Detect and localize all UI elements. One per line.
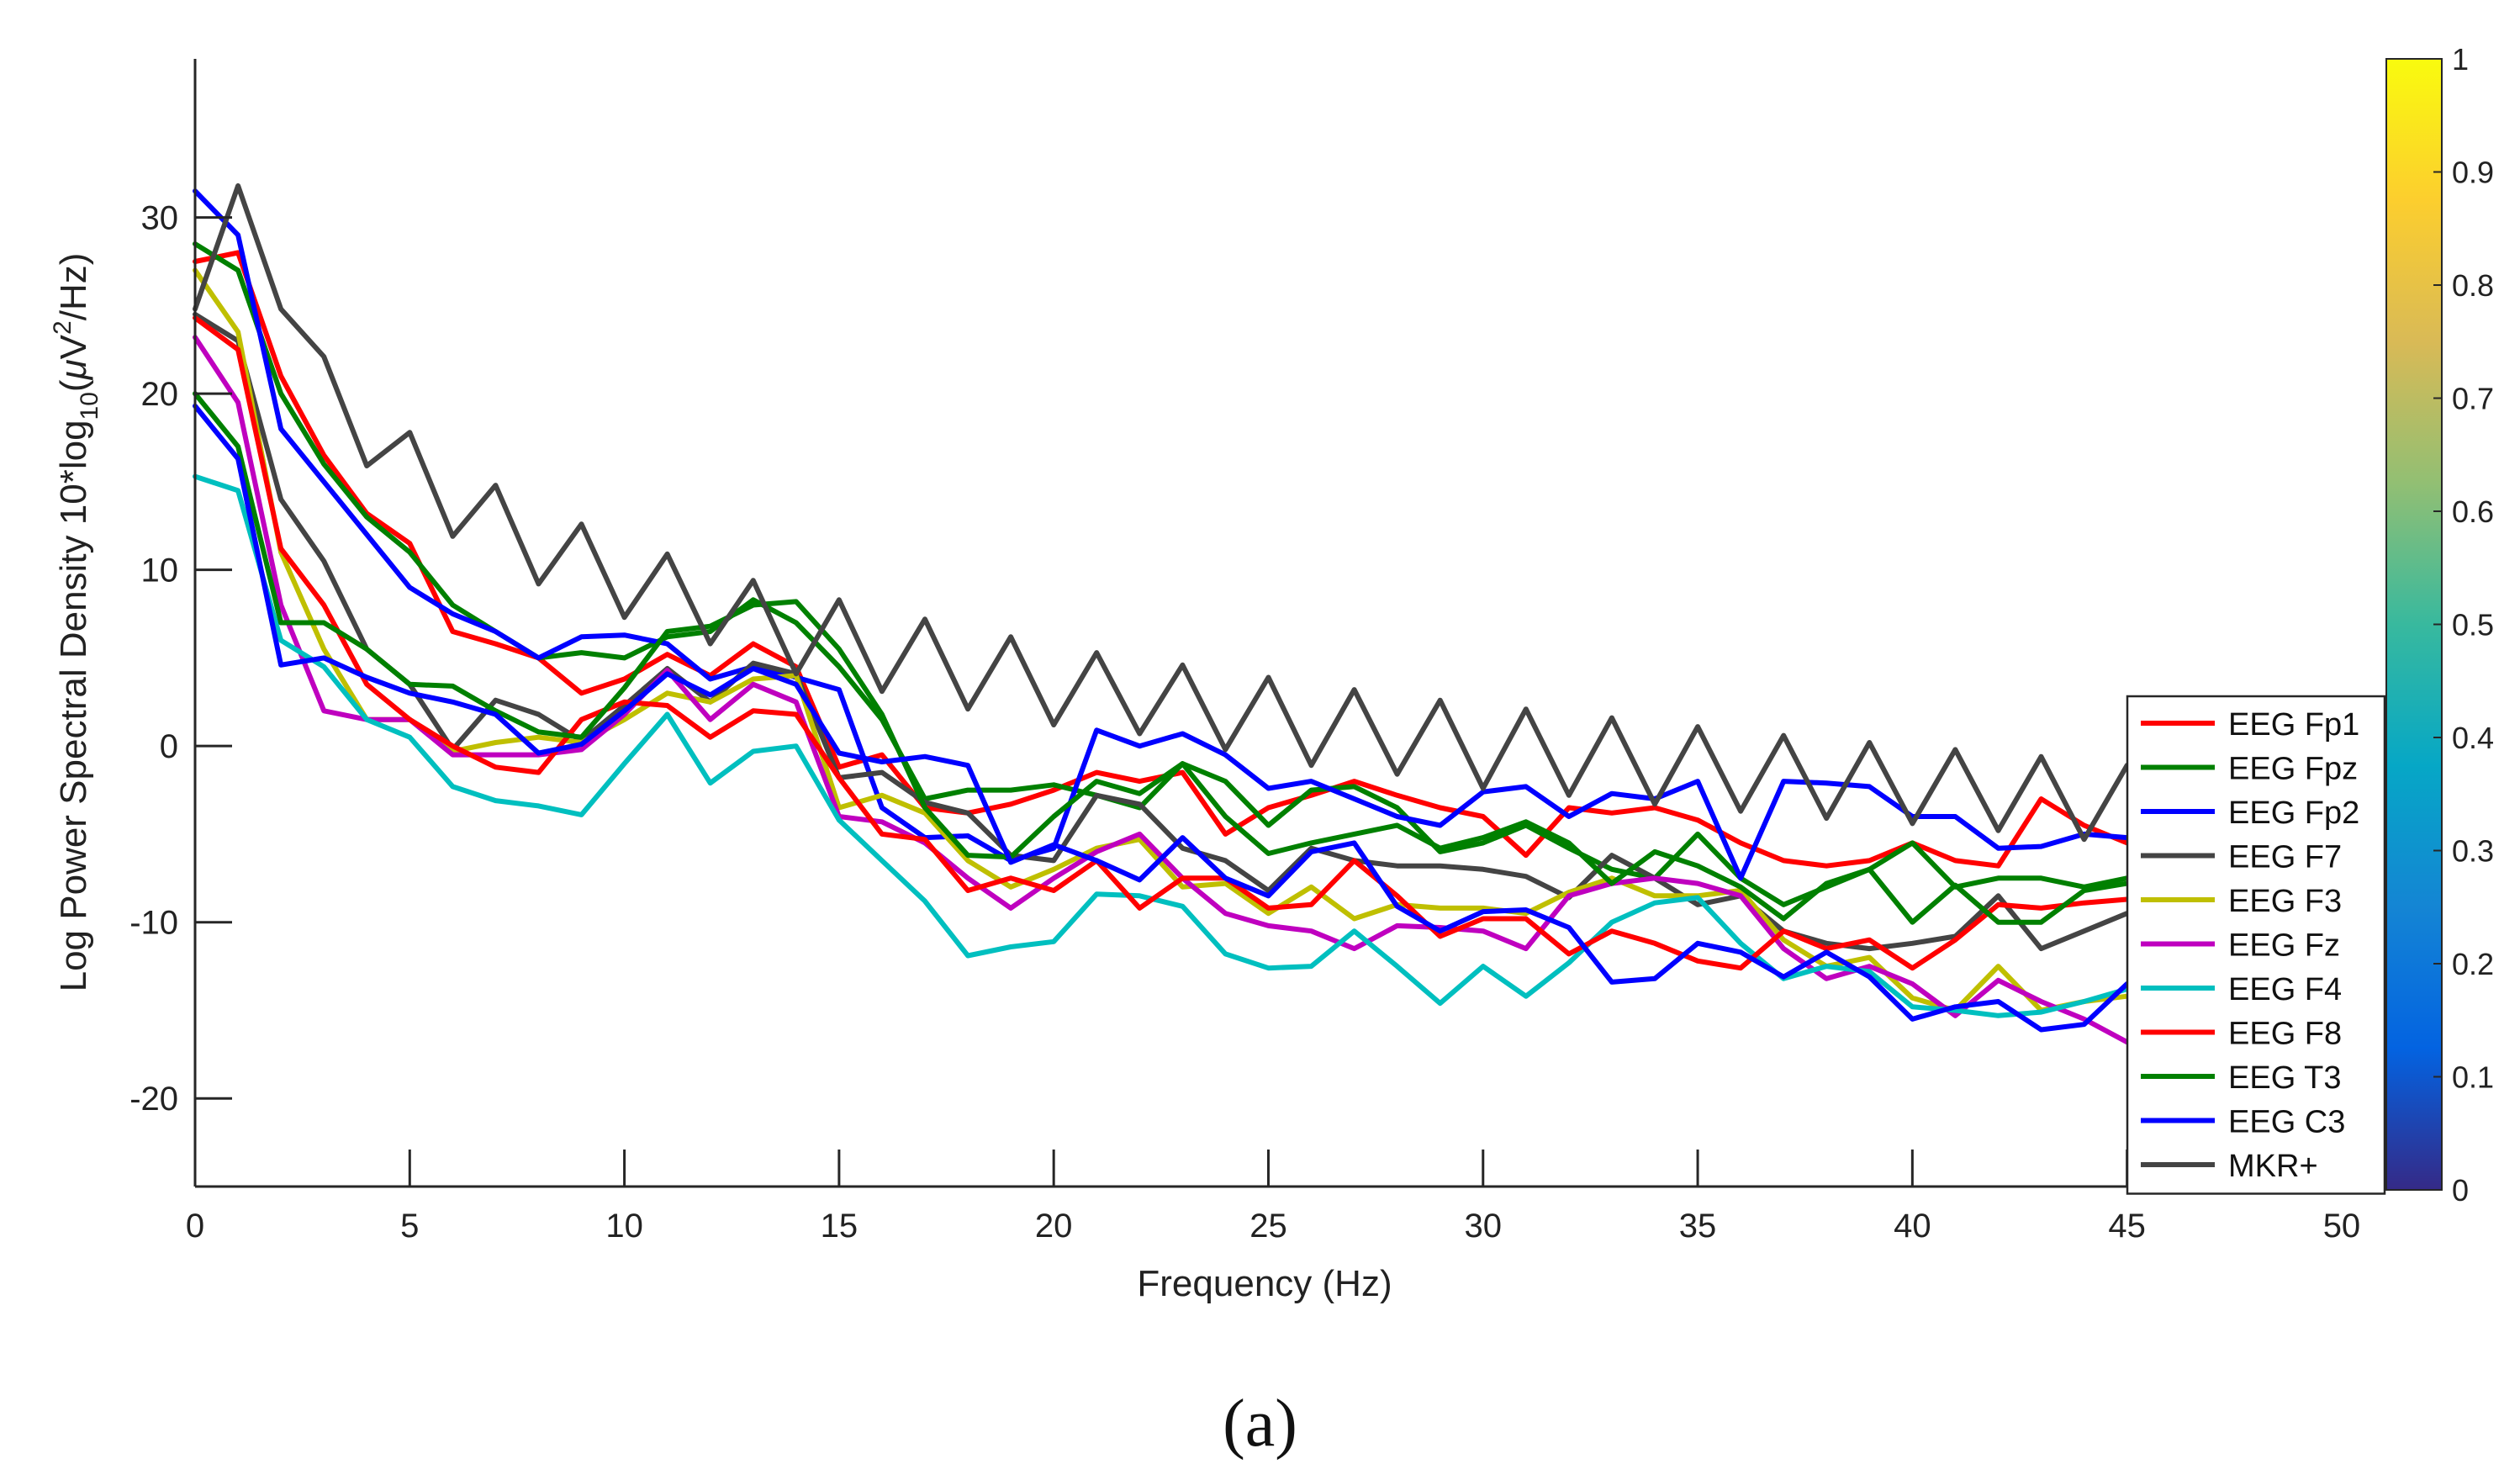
colorbar-tick-label: 0.2 — [2452, 947, 2494, 981]
colorbar-tick-label: 0.9 — [2452, 156, 2494, 190]
colorbar-tick-label: 0.7 — [2452, 382, 2494, 416]
colorbar-tick-label: 1 — [2452, 42, 2469, 77]
series-line-eeg-fz — [193, 335, 2130, 1045]
legend-label-eeg-f7: EEG F7 — [2228, 840, 2342, 875]
legend-label-eeg-fz: EEG Fz — [2228, 928, 2340, 964]
x-tick-label: 30 — [1465, 1208, 1503, 1245]
series-line-eeg-t3 — [193, 391, 2130, 925]
x-tick-label: 45 — [2108, 1208, 2146, 1245]
colorbar-tick-label: 0.4 — [2452, 721, 2494, 755]
x-tick-label: 15 — [821, 1208, 858, 1245]
colorbar: 0 0.1 0.2 0.3 0.4 0.5 0.6 0.7 0.8 0.9 1 — [2385, 42, 2494, 1208]
y-tick-label: -20 — [129, 1081, 178, 1118]
colorbar-tick-label: 0.3 — [2452, 834, 2494, 869]
colorbar-tick-label: 0.6 — [2452, 494, 2494, 529]
x-tick-label: 50 — [2323, 1208, 2361, 1245]
legend-label-mkr: MKR+ — [2228, 1149, 2318, 1184]
figure-caption: (a) — [1223, 1387, 1297, 1461]
svg-text:Log Power Spectral Density 10*: Log Power Spectral Density 10*log10(μV2/… — [49, 253, 103, 992]
legend-label-eeg-f8: EEG F8 — [2228, 1017, 2342, 1052]
colorbar-tick-label: 0 — [2452, 1173, 2469, 1208]
legend-label-eeg-fp1: EEG Fp1 — [2228, 707, 2359, 743]
series-line-mkr — [193, 182, 2130, 843]
x-tick-label: 40 — [1894, 1208, 1931, 1245]
series-line-eeg-fpz — [193, 241, 2130, 907]
legend: EEG Fp1 EEG Fpz EEG Fp2 EEG F7 EEG F3 EEG Fz E… — [2126, 695, 2386, 1195]
y-tick-label: -10 — [129, 905, 178, 942]
colorbar-tick-label: 0.1 — [2452, 1060, 2494, 1095]
colorbar-tick-label: 0.8 — [2452, 268, 2494, 303]
legend-label-eeg-c3: EEG C3 — [2228, 1105, 2345, 1140]
y-tick-label: 20 — [141, 376, 179, 413]
legend-label-eeg-fpz: EEG Fpz — [2228, 752, 2358, 787]
y-tick-label: 30 — [141, 200, 179, 237]
x-axis-label: Frequency (Hz) — [1137, 1263, 1392, 1304]
legend-label-eeg-f4: EEG F4 — [2228, 972, 2342, 1007]
series-line-eeg-c3 — [193, 403, 2130, 1033]
legend-label-eeg-f3: EEG F3 — [2228, 884, 2342, 919]
y-tick-label: 0 — [160, 728, 178, 765]
colorbar-tick-label: 0.5 — [2452, 608, 2494, 642]
legend-label-eeg-t3: EEG T3 — [2228, 1060, 2341, 1096]
series-line-eeg-f4 — [193, 473, 2130, 1018]
x-tick-label: 0 — [186, 1208, 204, 1245]
x-tick-label: 10 — [605, 1208, 643, 1245]
x-tick-label: 25 — [1249, 1208, 1287, 1245]
y-axis-label: Log Power Spectral Density 10*log10(μV2/… — [49, 253, 103, 992]
y-tick-label: 10 — [141, 552, 179, 589]
series-line-eeg-f3 — [193, 267, 2130, 1013]
series-line-eeg-fp1 — [193, 250, 2130, 869]
legend-label-eeg-fp2: EEG Fp2 — [2228, 796, 2359, 831]
x-tick-label: 5 — [400, 1208, 419, 1245]
x-tick-label: 20 — [1035, 1208, 1073, 1245]
x-tick-label: 35 — [1679, 1208, 1717, 1245]
series-line-eeg-f8 — [193, 315, 2130, 971]
